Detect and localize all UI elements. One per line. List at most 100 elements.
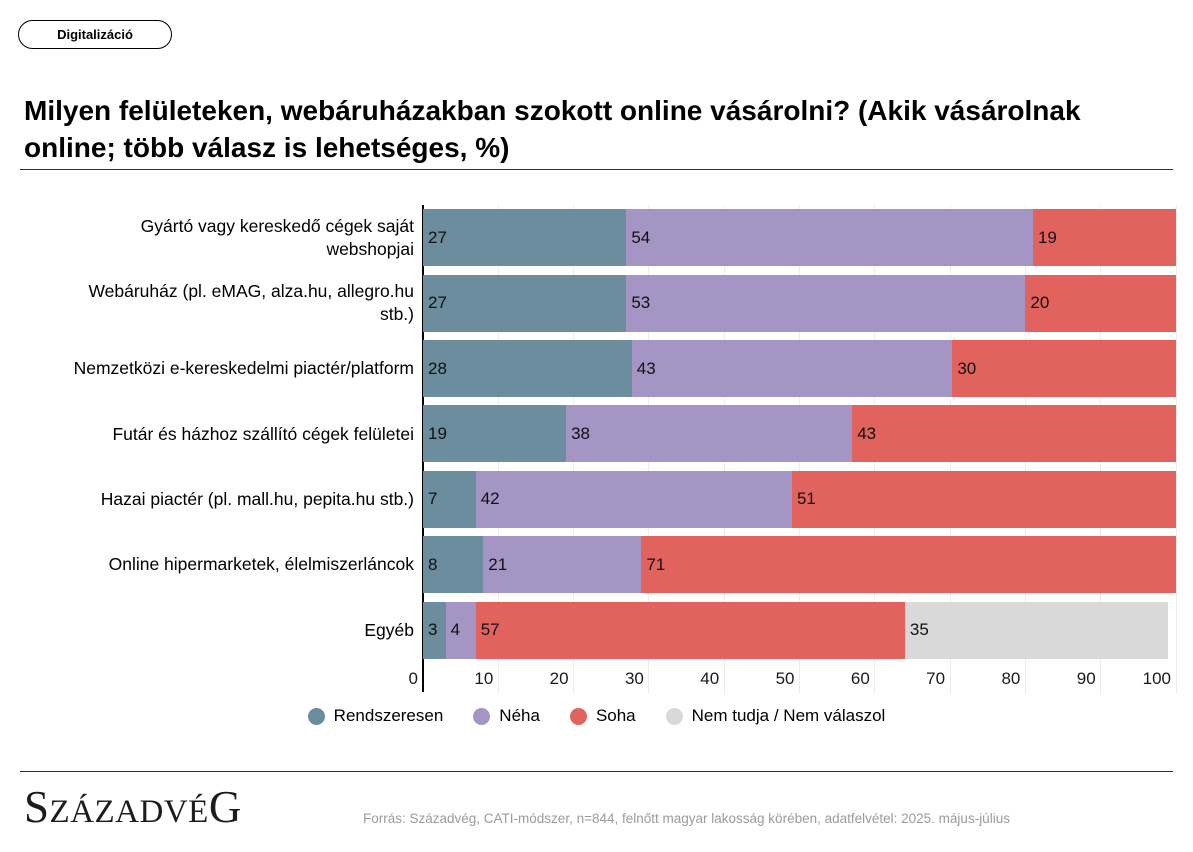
title-divider (20, 169, 1173, 170)
page-title: Milyen felületeken, webáruházakban szoko… (24, 94, 1081, 163)
bar-segment-n-ha: 38 (566, 405, 853, 463)
category-label: Online hipermarketek, élelmiszerláncok (108, 554, 414, 575)
x-tick-label-80: 80 (1001, 669, 1021, 688)
x-tick-label-20: 20 (549, 669, 569, 688)
legend-dot-icon (569, 707, 587, 725)
stacked-bar: 19 38 43 (423, 405, 1176, 463)
topic-badge-label: Digitalizáció (57, 27, 133, 42)
category-label: Hazai piactér (pl. mall.hu, pepita.hu st… (100, 489, 414, 510)
bar-segment-soha: 51 (791, 470, 1176, 528)
x-tick-label-0: 0 (408, 669, 418, 688)
chart-row: Webáruház (pl. eMAG, alza.hu, allegro.hu… (0, 270, 1176, 335)
segment-value: 30 (957, 358, 977, 378)
segment-value: 8 (428, 554, 438, 574)
bar-track: 27 54 19 (423, 205, 1176, 270)
bar-segment-n-ha: 4 (445, 601, 476, 659)
legend-label: Nem tudja / Nem válaszol (691, 706, 886, 725)
szazadveg-logo: SZÁZADVÉG (24, 781, 242, 833)
bar-segment-n-ha: 43 (631, 340, 953, 398)
logo-middle-letters: ZÁZADVÉ (49, 794, 209, 830)
legend-item-soha: Soha (569, 706, 636, 726)
bar-segment-n-ha: 42 (475, 470, 792, 528)
chart-row: Gyártó vagy kereskedő cégek saját webshop… (0, 205, 1176, 270)
category-label: Gyártó vagy kereskedő cégek saját webshop… (140, 215, 414, 259)
segment-value: 71 (646, 554, 666, 574)
stacked-bar: 3 4 57 35 (423, 601, 1169, 659)
segment-value: 21 (488, 554, 508, 574)
chart-row: Online hipermarketek, élelmiszerláncok 8 2… (0, 532, 1176, 597)
bar-segment-rendszeresen: 7 (423, 470, 476, 528)
chart-rows: Gyártó vagy kereskedő cégek saját webshop… (0, 205, 1176, 663)
segment-value: 51 (796, 489, 816, 509)
segment-value: 43 (857, 423, 877, 443)
stacked-bar: 28 43 30 (423, 340, 1176, 398)
segment-value: 27 (428, 227, 447, 247)
topic-badge: Digitalizáció (18, 20, 172, 49)
chart-legend: Rendszeresen Néha Soha Nem tudja / Nem vála… (0, 706, 1193, 726)
bar-segment-rendszeresen: 27 (423, 209, 627, 267)
bar-segment-soha: 20 (1025, 274, 1176, 332)
category-label: Futár és házhoz szállító cégek felületei (112, 423, 414, 444)
stacked-bar: 7 42 51 (423, 470, 1176, 528)
x-tick-label-100: 100 (1142, 669, 1171, 688)
x-tick-label-50: 50 (775, 669, 795, 688)
bar-segment-rendszeresen: 28 (423, 340, 632, 398)
bar-track: 19 38 43 (423, 401, 1176, 466)
logo-last-letter: G (208, 782, 242, 832)
legend-dot-icon (665, 707, 683, 725)
logo-first-letter: S (24, 782, 50, 832)
segment-value: 57 (480, 620, 500, 640)
segment-value: 20 (1030, 293, 1050, 313)
bar-segment-soha: 71 (641, 536, 1176, 594)
gridline-100 (1175, 205, 1177, 694)
chart-row: Futár és házhoz szállító cégek felületei… (0, 401, 1176, 466)
segment-value: 28 (428, 358, 447, 378)
bar-segment-nem-tudja-nem-v-laszol: 35 (904, 601, 1169, 659)
bar-segment-soha: 30 (952, 340, 1176, 398)
bar-segment-rendszeresen: 3 (423, 601, 446, 659)
segment-value: 43 (636, 358, 656, 378)
chart-row: Egyéb 3 4 57 35 (0, 598, 1176, 663)
bar-track: 28 43 30 (423, 336, 1176, 401)
legend-dot-icon (307, 707, 325, 725)
bar-track: 8 21 71 (423, 532, 1176, 597)
source-note: Forrás: Századvég, CATI-módszer, n=844, … (363, 811, 1010, 826)
segment-value: 4 (450, 620, 461, 640)
chart-row: Nemzetközi e-kereskedelmi piactér/platfo… (0, 336, 1176, 401)
bar-segment-n-ha: 54 (626, 209, 1033, 267)
bar-segment-n-ha: 53 (626, 274, 1026, 332)
legend-item-n-ha: Néha (473, 706, 540, 726)
legend-item-rendszeresen: Rendszeresen (307, 706, 444, 726)
segment-value: 42 (480, 489, 500, 509)
stacked-bar: 8 21 71 (423, 536, 1176, 594)
bar-segment-n-ha: 21 (483, 536, 642, 594)
chart-row: Hazai piactér (pl. mall.hu, pepita.hu st… (0, 467, 1176, 532)
stacked-bar: 27 54 19 (423, 209, 1176, 267)
segment-value: 7 (428, 489, 438, 509)
legend-label: Rendszeresen (333, 706, 444, 725)
x-tick-label-10: 10 (474, 669, 494, 688)
x-tick-label-70: 70 (926, 669, 946, 688)
stacked-bar-chart: 0 10 20 30 40 50 60 70 80 90 100 Gyártó vagy keres… (0, 205, 1177, 697)
legend-label: Néha (499, 706, 540, 725)
segment-value: 19 (428, 423, 447, 443)
legend-item-nem-tudja-nem-v-laszol: Nem tudja / Nem válaszol (665, 706, 886, 726)
segment-value: 38 (571, 423, 590, 443)
category-label: Nemzetközi e-kereskedelmi piactér/platfo… (73, 358, 414, 379)
segment-value: 53 (631, 293, 651, 313)
segment-value: 19 (1037, 227, 1057, 247)
x-tick-label-90: 90 (1076, 669, 1096, 688)
x-tick-label-30: 30 (624, 669, 644, 688)
segment-value: 27 (428, 293, 447, 313)
bar-segment-rendszeresen: 27 (423, 274, 627, 332)
segment-value: 35 (909, 620, 929, 640)
legend-label: Soha (595, 706, 636, 725)
legend-dot-icon (473, 707, 491, 725)
category-label: Webáruház (pl. eMAG, alza.hu, allegro.hu… (88, 281, 414, 325)
bar-segment-rendszeresen: 19 (423, 405, 567, 463)
footer-divider (20, 771, 1173, 772)
bar-segment-soha: 57 (475, 601, 905, 659)
stacked-bar: 27 53 20 (423, 274, 1176, 332)
bar-track: 27 53 20 (423, 270, 1176, 335)
segment-value: 54 (631, 227, 651, 247)
